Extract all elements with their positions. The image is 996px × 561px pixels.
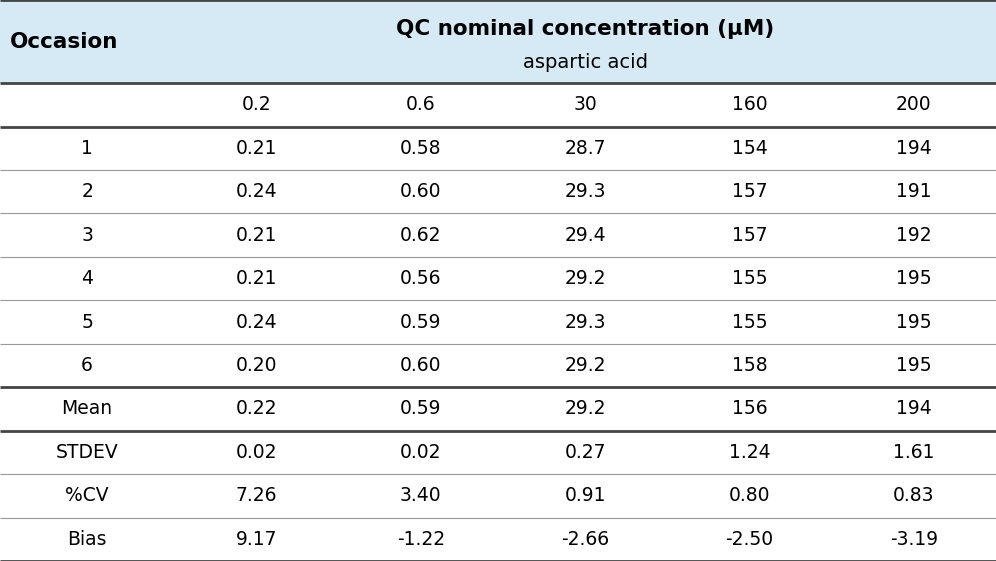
Text: 0.91: 0.91 [565,486,606,505]
Text: %CV: %CV [66,486,109,505]
Text: aspartic acid: aspartic acid [523,53,647,72]
Text: 3.40: 3.40 [400,486,441,505]
Text: 0.21: 0.21 [236,269,277,288]
Bar [0,170,996,213]
Text: 195: 195 [896,269,931,288]
Text: 0.80: 0.80 [729,486,770,505]
Bar [0,127,996,170]
Text: 29.3: 29.3 [565,182,606,201]
Text: 7.26: 7.26 [236,486,277,505]
Text: 6: 6 [82,356,93,375]
Text: 155: 155 [732,269,767,288]
Text: 0.21: 0.21 [236,139,277,158]
Text: 3: 3 [82,226,93,245]
Text: -2.50: -2.50 [725,530,774,549]
Text: 0.02: 0.02 [400,443,441,462]
Text: 0.22: 0.22 [236,399,277,419]
Text: 0.59: 0.59 [400,312,441,332]
Text: 29.3: 29.3 [565,312,606,332]
Text: 0.83: 0.83 [893,486,934,505]
Text: 29.4: 29.4 [565,226,606,245]
Text: 0.24: 0.24 [236,312,277,332]
Text: 195: 195 [896,356,931,375]
Text: -2.66: -2.66 [561,530,610,549]
Text: 28.7: 28.7 [565,139,606,158]
Bar [0,213,996,257]
Text: 194: 194 [896,139,931,158]
Text: 0.59: 0.59 [400,399,441,419]
Text: 0.02: 0.02 [236,443,277,462]
Text: 0.58: 0.58 [400,139,441,158]
Text: 200: 200 [896,95,931,114]
Text: -3.19: -3.19 [889,530,938,549]
Bar [0,431,996,474]
Bar [0,0,996,83]
Text: 0.2: 0.2 [242,95,271,114]
Bar [0,257,996,300]
Bar [0,300,996,344]
Text: 192: 192 [896,226,931,245]
Text: 0.6: 0.6 [406,95,435,114]
Text: 30: 30 [574,95,597,114]
Text: STDEV: STDEV [56,443,119,462]
Text: 0.60: 0.60 [400,356,441,375]
Text: 1.24: 1.24 [729,443,770,462]
Text: 157: 157 [732,226,767,245]
Text: 155: 155 [732,312,767,332]
Text: Bias: Bias [68,530,107,549]
Text: 0.60: 0.60 [400,182,441,201]
Bar [0,387,996,431]
Text: 0.56: 0.56 [400,269,441,288]
Bar [0,474,996,518]
Text: 4: 4 [81,269,94,288]
Text: 0.20: 0.20 [236,356,277,375]
Text: Mean: Mean [62,399,113,419]
Text: 2: 2 [82,182,93,201]
Text: Occasion: Occasion [10,31,119,52]
Text: 154: 154 [732,139,767,158]
Text: 195: 195 [896,312,931,332]
Text: 191: 191 [896,182,931,201]
Bar [0,83,996,127]
Text: 0.21: 0.21 [236,226,277,245]
Text: -1.22: -1.22 [396,530,445,549]
Text: 158: 158 [732,356,767,375]
Text: 157: 157 [732,182,767,201]
Text: 0.27: 0.27 [565,443,606,462]
Text: 0.62: 0.62 [400,226,441,245]
Text: 0.24: 0.24 [236,182,277,201]
Text: 1.61: 1.61 [893,443,934,462]
Text: 29.2: 29.2 [565,399,606,419]
Text: 194: 194 [896,399,931,419]
Text: QC nominal concentration (μM): QC nominal concentration (μM) [396,19,774,39]
Bar [0,344,996,387]
Text: 29.2: 29.2 [565,269,606,288]
Bar [0,518,996,561]
Text: 29.2: 29.2 [565,356,606,375]
Text: 156: 156 [732,399,767,419]
Text: 160: 160 [732,95,767,114]
Text: 5: 5 [82,312,93,332]
Text: 9.17: 9.17 [236,530,277,549]
Text: 1: 1 [82,139,93,158]
